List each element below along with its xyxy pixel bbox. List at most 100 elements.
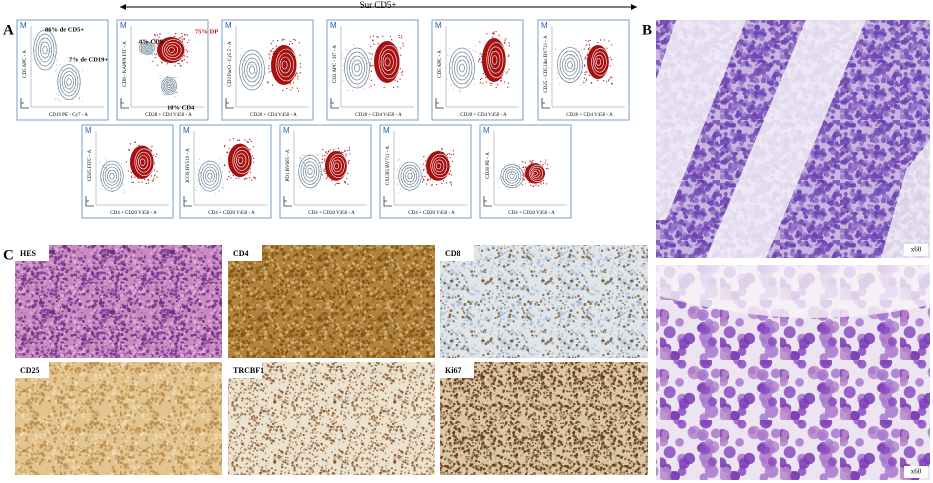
event-dot <box>103 167 105 169</box>
event-dot <box>569 79 571 81</box>
y-axis-label: CD8 - KAPPA FIT - A <box>123 41 128 87</box>
event-dot <box>31 69 33 71</box>
panel-label: A <box>3 22 14 38</box>
event-dot <box>175 33 177 35</box>
event-dot <box>348 162 350 164</box>
event-dot <box>495 30 497 33</box>
event-dot <box>345 153 347 155</box>
event-dot <box>196 179 198 181</box>
event-dot <box>175 77 177 79</box>
event-dot <box>501 175 503 177</box>
event-dot <box>468 48 470 50</box>
event-dot <box>186 61 188 64</box>
event-dot <box>466 79 468 81</box>
contour <box>298 154 322 189</box>
event-dot <box>151 175 153 177</box>
event-dot <box>230 177 232 179</box>
event-dot <box>213 185 215 187</box>
event-dot <box>399 68 401 70</box>
gate-icon <box>283 196 292 207</box>
event-dot <box>98 161 100 163</box>
event-dot <box>446 182 448 184</box>
event-dot <box>72 66 74 68</box>
event-dot <box>181 38 183 40</box>
event-dot <box>122 184 124 186</box>
event-dot <box>147 182 150 184</box>
event-dot <box>369 62 371 64</box>
label-bg <box>904 244 928 256</box>
event-dot <box>296 165 298 167</box>
event-dot <box>347 90 349 92</box>
event-dot <box>583 65 586 67</box>
event-dot <box>493 31 495 33</box>
event-dot <box>493 33 495 35</box>
event-dot <box>153 40 155 42</box>
event-dot <box>289 83 291 85</box>
gate-icon <box>483 196 492 207</box>
event-dot <box>508 68 510 71</box>
x-axis-label: CD4 + CD20 V450 - A <box>408 211 455 216</box>
event-dot <box>583 79 585 81</box>
contour <box>239 49 265 91</box>
event-dot <box>105 168 107 170</box>
event-dot <box>508 42 510 44</box>
event-dot <box>138 43 140 45</box>
event-dot <box>452 150 454 152</box>
event-dot <box>515 184 517 186</box>
x-axis-label: CD28 + CD4 V450 - A <box>145 113 192 118</box>
event-dot <box>68 61 70 63</box>
event-dot <box>54 55 56 57</box>
event-dot <box>154 34 156 36</box>
event-dot <box>78 96 80 98</box>
event-dot <box>188 39 190 41</box>
event-dot <box>402 45 404 47</box>
event-dot <box>369 45 372 48</box>
event-dot <box>251 87 253 89</box>
event-dot <box>227 151 229 154</box>
event-dot <box>610 76 612 78</box>
event-dot <box>587 40 589 42</box>
event-dot <box>301 178 303 180</box>
contour <box>205 169 215 183</box>
event-dot <box>348 160 350 162</box>
event-dot <box>425 183 427 185</box>
event-dot <box>187 41 189 44</box>
event-dot <box>584 71 586 73</box>
x-axis-label: CD20 + CD4 V450 - A <box>250 113 297 118</box>
event-dot <box>518 177 520 179</box>
plot-frame <box>326 19 419 121</box>
event-dot <box>48 69 50 71</box>
event-dot <box>340 151 342 153</box>
event-dot <box>397 159 399 161</box>
event-dot <box>294 39 296 41</box>
event-dot <box>305 165 307 167</box>
event-dot <box>377 43 379 45</box>
plot-marker: M <box>183 126 190 135</box>
event-dot <box>425 160 427 162</box>
event-dot <box>152 60 154 62</box>
event-dot <box>382 35 384 37</box>
flow-plot: M PD1 BV605 - A CD4 + CD20 V450 - A <box>279 124 372 219</box>
event-dot <box>524 175 526 178</box>
event-dot <box>485 76 487 78</box>
contour <box>329 153 348 179</box>
event-dot <box>323 168 325 170</box>
event-dot <box>473 84 475 86</box>
event-dot <box>175 86 177 88</box>
event-dot <box>448 72 450 74</box>
event-dot <box>327 150 330 152</box>
gate-icon <box>225 98 234 109</box>
event-dot <box>249 148 251 150</box>
event-dot <box>131 176 133 178</box>
event-dot <box>357 84 359 86</box>
event-dot <box>580 65 582 67</box>
event-dot <box>283 39 285 41</box>
contour <box>491 55 498 65</box>
event-dot <box>539 161 542 163</box>
event-dot <box>353 45 355 47</box>
contour <box>380 49 397 75</box>
event-dot <box>415 169 417 171</box>
event-dot <box>158 39 160 41</box>
event-dot <box>317 154 319 156</box>
event-dot <box>198 169 200 171</box>
